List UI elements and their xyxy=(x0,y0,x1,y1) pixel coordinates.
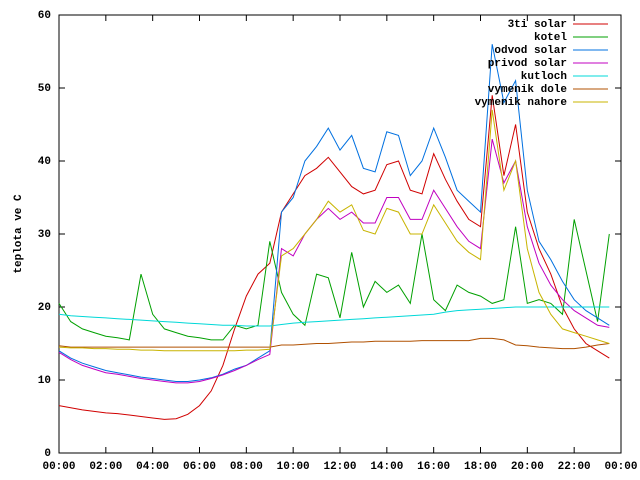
legend-label: vymenik dole xyxy=(488,84,568,96)
x-tick-label: 02:00 xyxy=(89,461,122,473)
x-tick-label: 00:00 xyxy=(42,461,75,473)
legend-label: privod solar xyxy=(488,58,567,70)
x-tick-label: 08:00 xyxy=(230,461,263,473)
legend-label: kotel xyxy=(534,32,567,44)
y-axis-label: teplota ve C xyxy=(13,194,25,274)
y-tick-label: 30 xyxy=(38,229,51,241)
x-tick-label: 04:00 xyxy=(136,461,169,473)
x-tick-label: 14:00 xyxy=(370,461,403,473)
x-tick-label: 22:00 xyxy=(558,461,591,473)
series-line xyxy=(58,109,610,352)
y-tick-label: 0 xyxy=(44,448,51,460)
y-tick-label: 60 xyxy=(38,10,51,22)
x-tick-label: 12:00 xyxy=(323,461,356,473)
series-line xyxy=(58,337,610,350)
series-line xyxy=(58,95,610,420)
x-tick-label: 20:00 xyxy=(511,461,544,473)
y-tick-label: 20 xyxy=(38,302,51,314)
y-tick-label: 40 xyxy=(38,156,51,168)
legend-label: 3ti solar xyxy=(508,19,567,31)
legend-label: odvod solar xyxy=(494,45,567,57)
x-tick-label: 00:00 xyxy=(604,461,637,473)
y-tick-label: 50 xyxy=(38,83,51,95)
x-tick-label: 06:00 xyxy=(183,461,216,473)
x-tick-label: 10:00 xyxy=(277,461,310,473)
series-line xyxy=(58,44,610,382)
series-line xyxy=(58,306,610,327)
y-tick-label: 10 xyxy=(38,375,51,387)
legend-label: kutloch xyxy=(521,71,567,83)
series-line xyxy=(58,219,610,341)
legend-label: vymenik nahore xyxy=(475,97,568,109)
x-tick-label: 16:00 xyxy=(417,461,450,473)
x-tick-label: 18:00 xyxy=(464,461,497,473)
